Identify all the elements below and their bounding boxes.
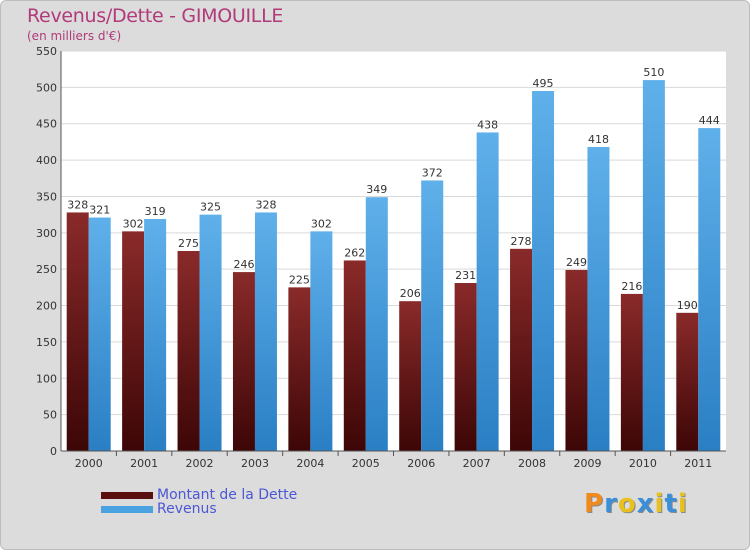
bar-revenus — [532, 91, 555, 451]
legend-item-revenus: Revenus — [101, 501, 217, 517]
bar-revenus — [144, 219, 167, 451]
data-label: 231 — [455, 269, 476, 282]
y-tick-label: 200 — [36, 300, 57, 313]
x-tick-label: 2009 — [573, 457, 601, 470]
data-label: 278 — [511, 235, 532, 248]
data-label: 510 — [643, 66, 664, 79]
y-tick-label: 500 — [36, 81, 57, 94]
x-tick-label: 2011 — [684, 457, 712, 470]
data-label: 190 — [677, 299, 698, 312]
bar-dette — [399, 301, 422, 451]
chart-title: Revenus/Dette - GIMOUILLE — [27, 5, 284, 27]
bar-dette — [232, 272, 255, 451]
logo-letter: r — [604, 489, 618, 519]
x-tick-label: 2002 — [186, 457, 214, 470]
bar-revenus — [587, 147, 610, 451]
bar-revenus — [476, 132, 499, 452]
legend-swatch-debt — [101, 491, 153, 499]
legend-item-debt: Montant de la Dette — [101, 487, 297, 503]
x-tick-label: 2006 — [407, 457, 435, 470]
bar-revenus — [88, 217, 111, 451]
data-label: 206 — [400, 287, 421, 300]
data-label: 325 — [200, 201, 221, 214]
x-tick-label: 2007 — [463, 457, 491, 470]
x-tick-label: 2008 — [518, 457, 546, 470]
bar-dette — [177, 251, 200, 451]
logo-letter: t — [664, 489, 678, 519]
data-label: 328 — [255, 198, 276, 211]
data-label: 262 — [344, 246, 365, 259]
data-label: 302 — [311, 217, 332, 230]
data-label: 418 — [588, 133, 609, 146]
bar-dette — [122, 231, 145, 451]
x-tick-label: 2005 — [352, 457, 380, 470]
bar-dette — [288, 287, 311, 451]
logo-letter: o — [617, 489, 637, 519]
x-tick-label: 2004 — [296, 457, 324, 470]
data-label: 216 — [621, 280, 642, 293]
y-tick-label: 50 — [43, 409, 57, 422]
bar-dette — [66, 212, 89, 451]
data-label: 321 — [89, 204, 110, 217]
bar-dette — [565, 269, 588, 451]
y-tick-label: 550 — [36, 45, 57, 58]
data-label: 328 — [67, 198, 88, 211]
bar-revenus — [421, 180, 444, 452]
data-label: 225 — [289, 273, 310, 286]
y-tick-label: 450 — [36, 118, 57, 131]
data-label: 249 — [566, 256, 587, 269]
bar-revenus — [698, 128, 721, 451]
y-tick-label: 100 — [36, 372, 57, 385]
bar-dette — [676, 312, 699, 451]
data-label: 372 — [422, 166, 443, 179]
chart-subtitle: (en milliers d'€) — [27, 29, 122, 43]
bar-revenus — [310, 231, 333, 451]
bar-dette — [454, 283, 477, 451]
y-tick-label: 0 — [50, 445, 57, 458]
data-label: 302 — [123, 217, 144, 230]
legend-label-revenus: Revenus — [157, 501, 217, 517]
legend-label-debt: Montant de la Dette — [157, 487, 298, 503]
legend-swatch-revenus — [101, 505, 153, 513]
logo-letter: P — [584, 489, 605, 519]
data-label: 495 — [533, 77, 554, 90]
y-tick-label: 300 — [36, 227, 57, 240]
logo-letter: x — [636, 489, 655, 519]
data-label: 246 — [233, 258, 254, 271]
bar-revenus — [254, 212, 277, 451]
x-tick-label: 2003 — [241, 457, 269, 470]
bar-dette — [343, 260, 366, 451]
data-label: 349 — [366, 183, 387, 196]
data-label: 319 — [145, 205, 166, 218]
x-tick-label: 2000 — [75, 457, 103, 470]
proxiti-logo: Proxiti — [584, 489, 688, 519]
logo-letter: i — [654, 489, 665, 519]
y-tick-label: 350 — [36, 190, 57, 203]
logo-letter: i — [677, 489, 688, 519]
y-tick-label: 150 — [36, 336, 57, 349]
bar-dette — [620, 293, 643, 451]
bar-revenus — [365, 197, 388, 451]
data-label: 438 — [477, 118, 498, 131]
data-label: 444 — [699, 114, 720, 127]
y-tick-label: 400 — [36, 154, 57, 167]
y-tick-label: 250 — [36, 263, 57, 276]
bar-dette — [510, 248, 533, 451]
bar-revenus — [642, 80, 665, 451]
x-tick-label: 2010 — [629, 457, 657, 470]
bar-revenus — [199, 214, 222, 451]
x-tick-label: 2001 — [130, 457, 158, 470]
data-label: 275 — [178, 237, 199, 250]
plot-area — [61, 51, 726, 451]
